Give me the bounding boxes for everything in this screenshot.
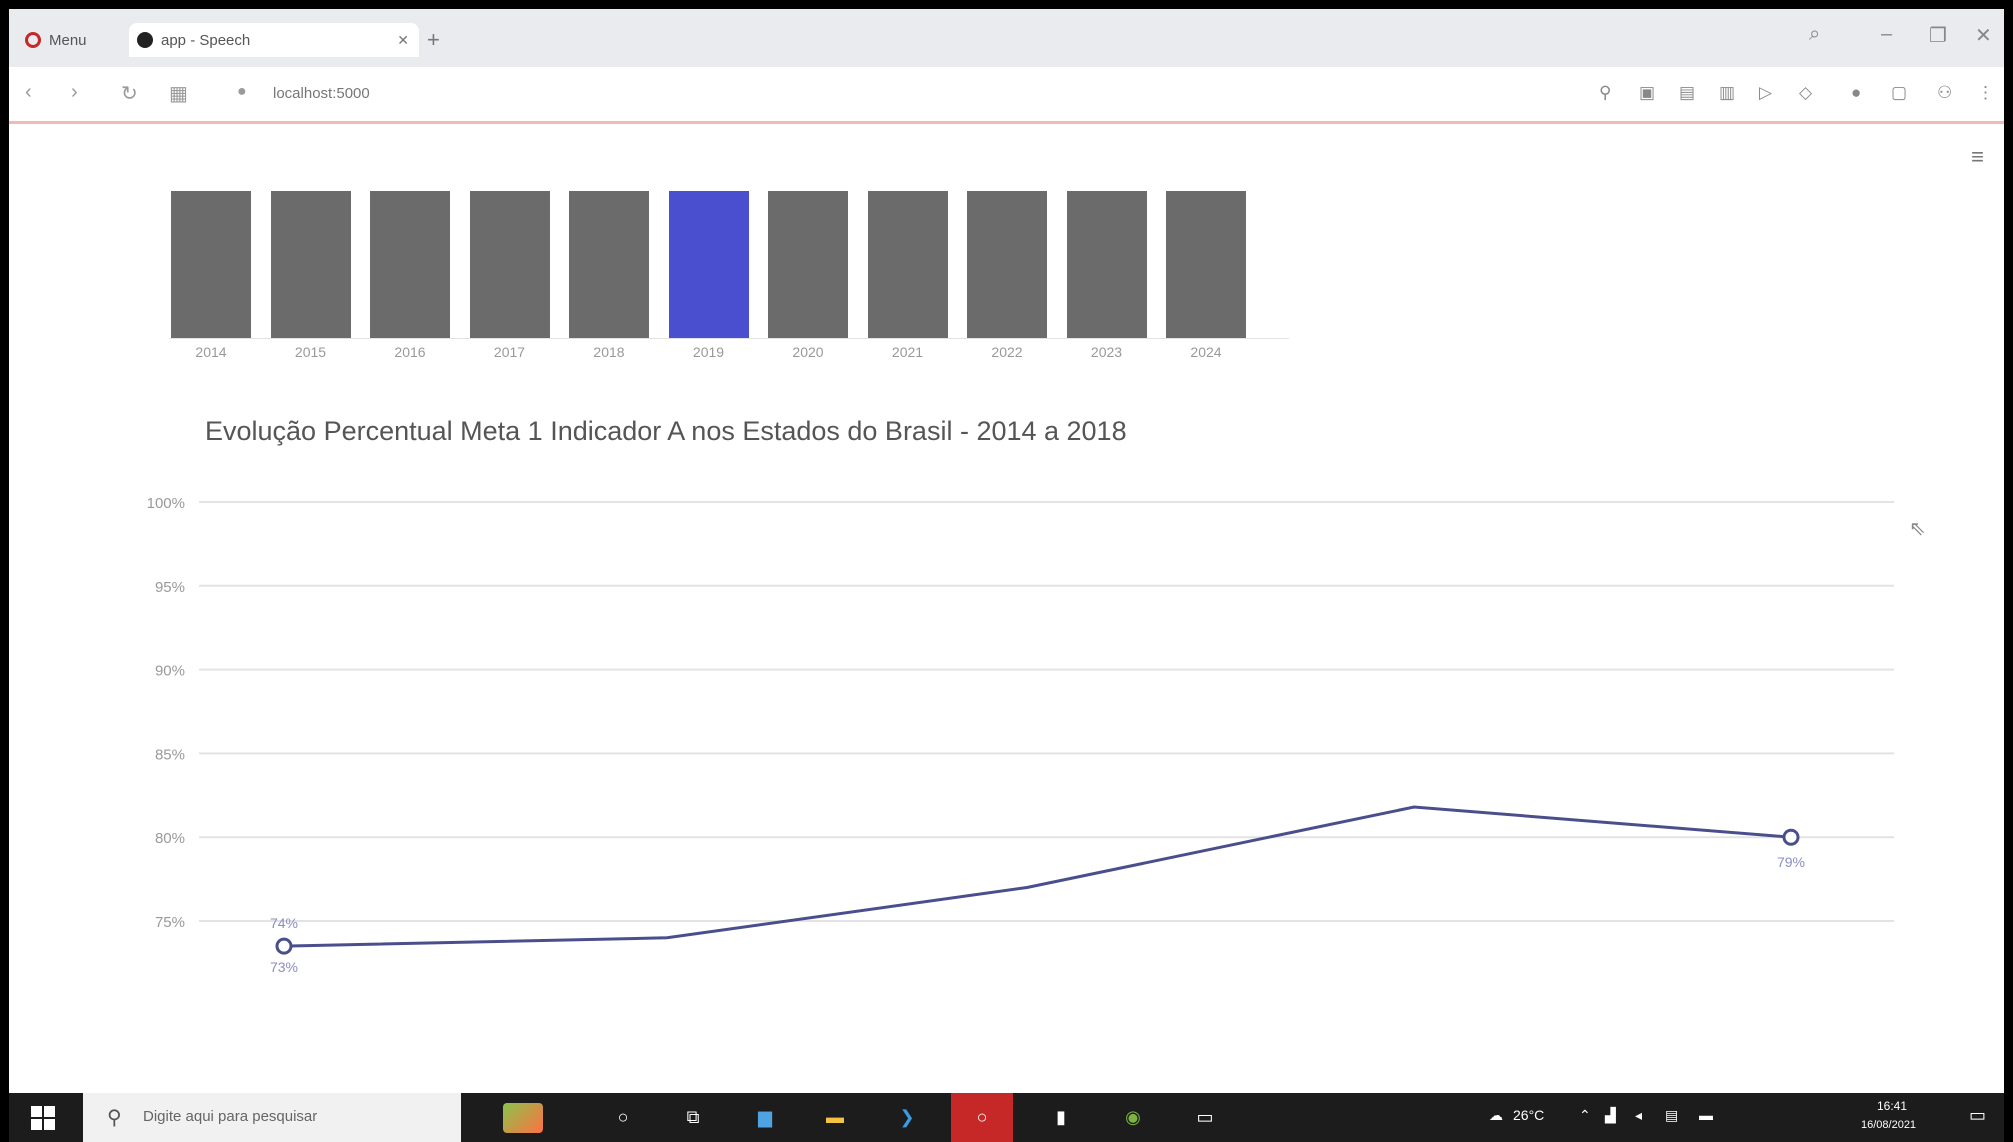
year-label: 2017 (493, 344, 526, 360)
year-bar-2016[interactable] (370, 191, 450, 338)
search-highlight-icon (503, 1103, 543, 1133)
cortana-icon[interactable]: ○ (617, 1106, 629, 1127)
year-label: 2015 (294, 344, 327, 360)
clock-time[interactable]: 16:41 (1877, 1099, 1908, 1113)
mouse-cursor-icon: ⇖ (1909, 518, 1926, 540)
point-label: 79% (1777, 854, 1805, 870)
y-tick-label: 75% (155, 914, 185, 931)
year-bar-2017[interactable] (469, 191, 550, 338)
file-explorer-icon[interactable]: ▬ (826, 1106, 844, 1127)
y-tick-label: 90% (155, 663, 185, 680)
year-label: 2019 (692, 344, 725, 360)
year-bar-2015[interactable] (270, 191, 351, 338)
search-icon: ⚲ (107, 1107, 122, 1129)
close-window-button[interactable]: ✕ (1975, 25, 1992, 47)
extension-icon[interactable]: ◇ (1799, 83, 1813, 102)
tiles-icon[interactable]: ▦ (169, 83, 188, 105)
task-view-icon[interactable]: ⧉ (686, 1106, 700, 1127)
tab-app[interactable]: app - Speech ✕ (129, 23, 419, 57)
tab-label: app - Speech (161, 31, 251, 49)
taskbar: ⚲ Digite aqui para pesquisar ○ ⧉ ▆ ▬ ❯ ○… (9, 1093, 2004, 1142)
weather-icon[interactable]: ☁ (1489, 1107, 1503, 1123)
show-hidden-icons[interactable]: ⌃ (1579, 1107, 1591, 1123)
weather-temp: 26°C (1513, 1107, 1545, 1123)
address-bar: ‹ › ↻ ▦ ● localhost:5000 ⚲ ▣ ▤ ▥ ▷ ◇ ● ▢… (9, 67, 2004, 124)
minimize-button[interactable]: – (1881, 23, 1893, 45)
opera-taskbar-icon[interactable]: ○ (951, 1093, 1013, 1142)
data-point[interactable] (1782, 828, 1800, 846)
terminal-taskbar-icon[interactable]: ▭ (1196, 1106, 1214, 1127)
line-chart-title: Evolução Percentual Meta 1 Indicador A n… (205, 416, 1127, 446)
year-label: 2023 (1090, 344, 1123, 360)
settings-icon[interactable]: ⋮ (1977, 83, 1994, 102)
year-label: 2018 (593, 344, 625, 360)
year-bar-2020[interactable] (768, 191, 848, 338)
data-point[interactable] (275, 937, 293, 955)
clock-date[interactable]: 16/08/2021 (1861, 1119, 1917, 1131)
screen: Menu app - Speech ✕ + ⌕ – ❐ ✕ ‹ › ↻ ▦ ● … (9, 9, 2004, 1142)
site-info-icon[interactable]: ● (237, 83, 247, 100)
app-icon (137, 32, 153, 48)
profile-icon[interactable]: ⚇ (1937, 83, 1953, 102)
app-taskbar-icon[interactable]: ▮ (1056, 1106, 1066, 1127)
windows-start-button[interactable] (31, 1106, 55, 1130)
reload-icon[interactable]: ↻ (121, 83, 138, 105)
volume-icon[interactable]: ◂ (1635, 1107, 1643, 1123)
extension-icon[interactable]: ⚲ (1599, 83, 1612, 102)
search-placeholder: Digite aqui para pesquisar (143, 1108, 318, 1125)
year-bar-2024[interactable] (1166, 191, 1246, 338)
bar-chart-axis (169, 338, 1289, 339)
year-bar-2022[interactable] (967, 191, 1047, 338)
chrome-taskbar-icon[interactable]: ◉ (1125, 1106, 1141, 1127)
back-icon[interactable]: ‹ (25, 81, 32, 103)
restore-button[interactable]: ❐ (1929, 25, 1947, 47)
extension-icon[interactable]: ▷ (1759, 83, 1773, 102)
year-label: 2016 (394, 344, 426, 360)
close-tab-icon[interactable]: ✕ (397, 31, 409, 48)
y-tick-label: 80% (155, 830, 185, 847)
tab-label: Menu (49, 31, 87, 49)
extension-icon[interactable]: ▣ (1639, 83, 1656, 102)
extension-icon[interactable]: ▤ (1679, 83, 1696, 102)
language-icon[interactable]: ▤ (1665, 1107, 1679, 1123)
address-input[interactable]: localhost:5000 (273, 85, 370, 102)
point-label: 74% (270, 915, 298, 931)
keyboard-icon[interactable]: ▬ (1699, 1107, 1713, 1123)
extension-icon[interactable]: ▥ (1719, 83, 1736, 102)
opera-icon (25, 32, 41, 48)
point-label: 73% (270, 959, 298, 975)
forward-icon[interactable]: › (71, 81, 78, 103)
vscode-icon[interactable]: ❯ (899, 1106, 915, 1127)
year-bar-2019[interactable] (668, 191, 749, 338)
y-tick-label: 85% (155, 746, 185, 763)
year-bar-2014[interactable] (171, 191, 251, 338)
notifications-icon[interactable]: ▭ (1969, 1105, 1987, 1125)
line-chart: 100% 95% 90% 85% 80% 75% 74% 73% 79% (147, 495, 1894, 975)
page-content: ≡ 2014 2015 2016 2017 2018 2019 2020 2021 2022 20… (9, 124, 2004, 1104)
year-label: 2021 (891, 344, 924, 360)
year-bar-2021[interactable] (867, 191, 948, 338)
tab-menu[interactable]: Menu (25, 23, 113, 57)
new-tab-button[interactable]: + (427, 27, 440, 52)
series-line (283, 805, 1792, 948)
extension-icon[interactable]: ▢ (1891, 83, 1908, 102)
y-tick-label: 100% (147, 495, 185, 512)
hamburger-menu-icon[interactable]: ≡ (1971, 144, 1984, 169)
extension-icon[interactable]: ● (1851, 83, 1862, 102)
search-tabs-icon[interactable]: ⌕ (1809, 23, 1821, 45)
taskbar-search[interactable]: ⚲ Digite aqui para pesquisar (83, 1093, 543, 1142)
year-label: 2020 (792, 344, 824, 360)
year-label: 2014 (195, 344, 227, 360)
year-label: 2024 (1190, 344, 1222, 360)
browser-tab-strip: Menu app - Speech ✕ + ⌕ – ❐ ✕ (9, 9, 2004, 67)
network-icon[interactable]: ▟ (1605, 1107, 1616, 1123)
store-icon[interactable]: ▆ (758, 1106, 772, 1127)
year-bar-2023[interactable] (1066, 191, 1147, 338)
year-bar-2018[interactable] (569, 191, 649, 338)
y-tick-label: 95% (155, 579, 185, 596)
year-label: 2022 (991, 344, 1023, 360)
